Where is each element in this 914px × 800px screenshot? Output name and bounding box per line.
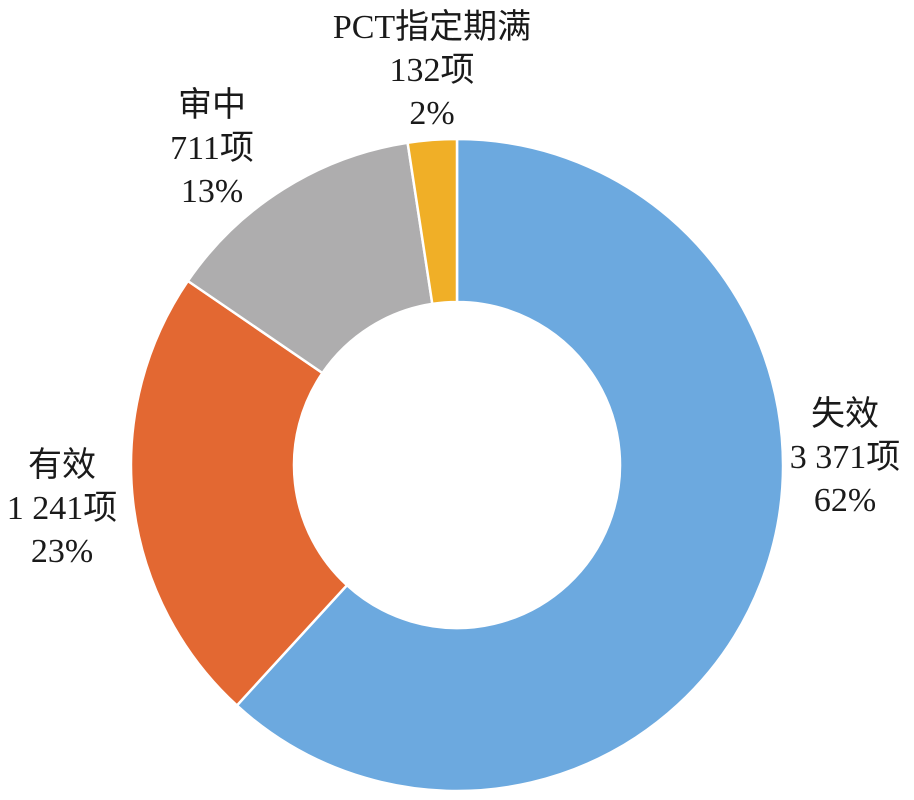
slice-pending	[186, 141, 434, 375]
slice-label-percent: 62%	[814, 482, 876, 519]
slice-label-name: 有效	[28, 446, 96, 484]
slice-label-count: 711项	[170, 130, 254, 167]
slices-group	[129, 137, 785, 793]
slice-label-percent: 13%	[181, 173, 243, 210]
slice-expired	[235, 137, 785, 793]
slice-valid	[129, 279, 349, 708]
slice-label-percent: 23%	[31, 533, 93, 570]
label-group-pending: 审中 711项 13%	[170, 86, 254, 210]
slice-label-count: 132项	[390, 52, 475, 89]
slice-pct-expired	[406, 137, 459, 306]
slice-label-name: 失效	[811, 395, 879, 433]
slice-label-name: PCT指定期满	[333, 8, 531, 46]
label-group-pct-expired: PCT指定期满 132项 2%	[333, 8, 531, 132]
label-group-expired: 失效 3 371项 62%	[790, 395, 901, 519]
slice-label-count: 1 241项	[7, 490, 118, 527]
slice-label-name: 审中	[178, 86, 246, 124]
slice-label-percent: 2%	[409, 95, 454, 132]
label-group-valid: 有效 1 241项 23%	[7, 446, 118, 570]
slice-label-count: 3 371项	[790, 439, 901, 476]
